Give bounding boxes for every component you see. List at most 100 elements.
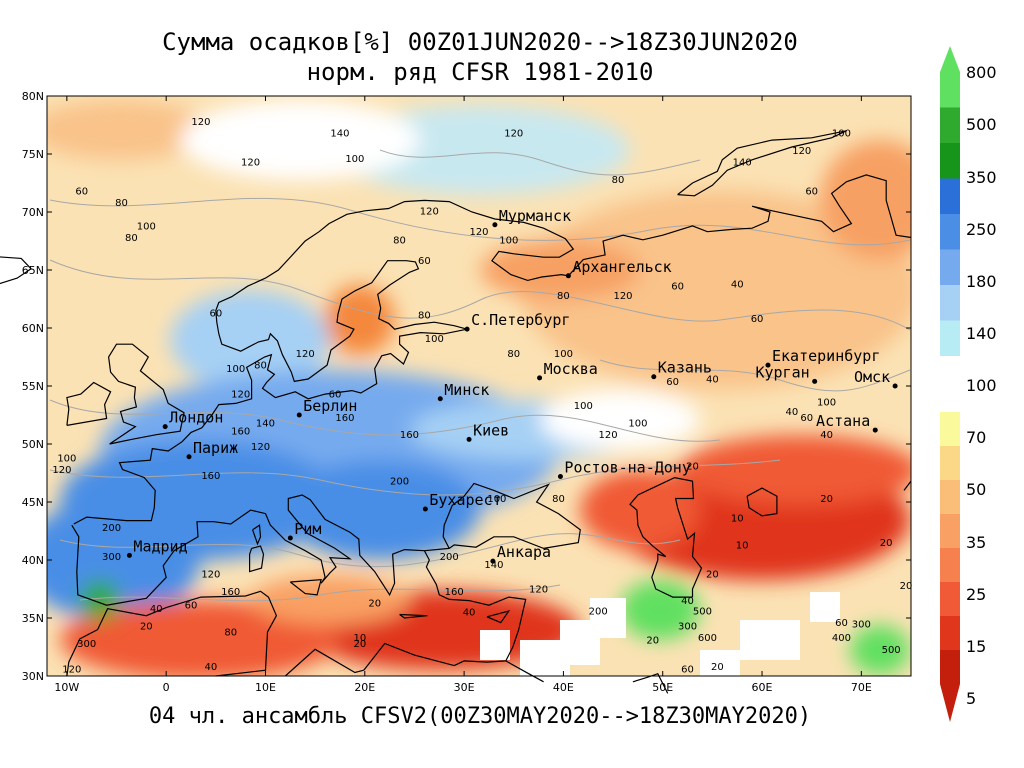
contour-value-label: 200 [440, 552, 459, 563]
contour-labels: 1201401001201201008012014060608010080120… [52, 117, 912, 676]
map-title: Сумма осадков[%] 00Z01JUN2020-->18Z30JUN… [162, 28, 798, 56]
contour-value-label: 60 [329, 390, 342, 401]
coastline-segment [215, 174, 912, 383]
contour-value-label: 140 [330, 129, 349, 140]
contour-value-label: 40 [204, 662, 217, 673]
contour-value-label: 20 [646, 636, 659, 647]
city-marker [186, 454, 192, 460]
city-marker [651, 374, 657, 380]
coastline-segment [66, 590, 278, 677]
coastline-segment [71, 494, 425, 606]
contour-value-label: 120 [529, 584, 548, 595]
contour-value-label: 40 [150, 604, 163, 615]
lon-tick-label: 40E [553, 681, 574, 694]
coastline-segment [252, 524, 262, 546]
contour-value-label: 100 [574, 401, 593, 412]
city-label: Архангельск [572, 258, 671, 276]
city-label: Мурманск [499, 207, 571, 225]
contour-value-label: 60 [805, 187, 818, 198]
contour-value-label: 120 [792, 146, 811, 157]
contour-value-label: 300 [852, 619, 871, 630]
map-subtitle: норм. ряд CFSR 1981-2010 [306, 58, 654, 86]
colorbar-swatch [940, 650, 960, 684]
contour-value-label: 140 [484, 560, 503, 571]
contour-value-label: 100 [425, 334, 444, 345]
coastline-segment [0, 256, 33, 285]
coastline-segment [486, 610, 511, 624]
city-marker [422, 506, 428, 512]
coastline-segment [73, 328, 468, 525]
ensemble-caption: 04 чл. ансамбль CFSV2(00Z30MAY2020-->18Z… [148, 704, 812, 729]
colorbar-label: 70 [966, 428, 986, 447]
contour-value-label: 60 [681, 665, 694, 676]
city-marker [537, 375, 543, 381]
contour-value-label: 100 [499, 235, 518, 246]
city-marker [892, 383, 898, 389]
city-label: Киев [473, 421, 509, 439]
coastline-segment [677, 130, 847, 197]
lon-tick-label: 30E [454, 681, 475, 694]
contour-lines [49, 149, 911, 602]
colorbar-swatch [940, 143, 960, 179]
contour-value-label: 40 [706, 375, 719, 386]
missing-data-mask [480, 592, 840, 676]
colorbar-label: 180 [966, 272, 997, 291]
colorbar-label: 250 [966, 220, 997, 239]
city-label: Париж [193, 439, 238, 457]
lon-tick-label: 10W [54, 681, 79, 694]
lat-tick-label: 70N [22, 206, 44, 219]
contour-value-label: 40 [820, 430, 833, 441]
colorbar-swatch [940, 480, 960, 514]
contour-value-label: 80 [254, 361, 267, 372]
contour-value-label: 300 [102, 552, 121, 563]
lon-tick-label: 70E [851, 681, 872, 694]
coastline-segment [629, 476, 703, 598]
city-marker [490, 558, 496, 564]
contour-value-label: 120 [296, 349, 315, 360]
contour-value-label: 20 [711, 662, 724, 673]
contour-value-label: 100 [345, 154, 364, 165]
colorbar-swatch [940, 320, 960, 356]
city-label: Бухарест [429, 491, 501, 509]
contour-value-label: 100 [226, 364, 245, 375]
axis-ticks: 80N 75N 70N 65N 60N 55N 50N 45N 40N 35N 30N 10W 0 10E… [22, 90, 911, 694]
city-label: Казань [658, 359, 712, 377]
contour-value-label: 20 [880, 538, 893, 549]
contour-value-label: 140 [733, 158, 752, 169]
colorbar-swatch [940, 446, 960, 480]
contour-value-label: 120 [599, 430, 618, 441]
contour-value-label: 80 [125, 233, 138, 244]
contour-value-label: 20 [368, 598, 381, 609]
contour-value-label: 10 [353, 633, 366, 644]
contour-value-label: 500 [882, 645, 901, 656]
contour-value-label: 400 [832, 633, 851, 644]
coastline-segment [746, 487, 778, 517]
contour-value-label: 120 [62, 665, 81, 676]
city-label: Рим [294, 520, 321, 538]
contour-value-label: 10 [731, 514, 744, 525]
colorbar-arrow-bottom [940, 684, 960, 722]
contour-value-label: 60 [418, 256, 431, 267]
city-label: Москва [544, 360, 598, 378]
contour-value-label: 60 [185, 601, 198, 612]
colorbar-swatch [940, 514, 960, 548]
contour-value-label: 120 [469, 227, 488, 238]
contour-value-label: 140 [256, 419, 275, 430]
colorbar-swatch [940, 548, 960, 582]
contour-value-label: 60 [835, 618, 848, 629]
contour-value-label: 80 [507, 349, 520, 360]
coastline-segment [363, 642, 455, 671]
coastlines [0, 130, 912, 694]
contour-value-label: 20 [820, 494, 833, 505]
contour-value-label: 120 [231, 390, 250, 401]
city-marker [296, 412, 302, 418]
lat-tick-label: 55N [22, 380, 44, 393]
coastline-segment [424, 482, 581, 552]
lat-tick-label: 50N [22, 438, 44, 451]
colorbar-swatch [940, 214, 960, 250]
contour-value-label: 160 [201, 471, 220, 482]
contour-value-label: 100 [137, 221, 156, 232]
city-marker [466, 436, 472, 442]
colorbar-swatch [940, 107, 960, 143]
colorbar-label: 800 [966, 63, 997, 82]
